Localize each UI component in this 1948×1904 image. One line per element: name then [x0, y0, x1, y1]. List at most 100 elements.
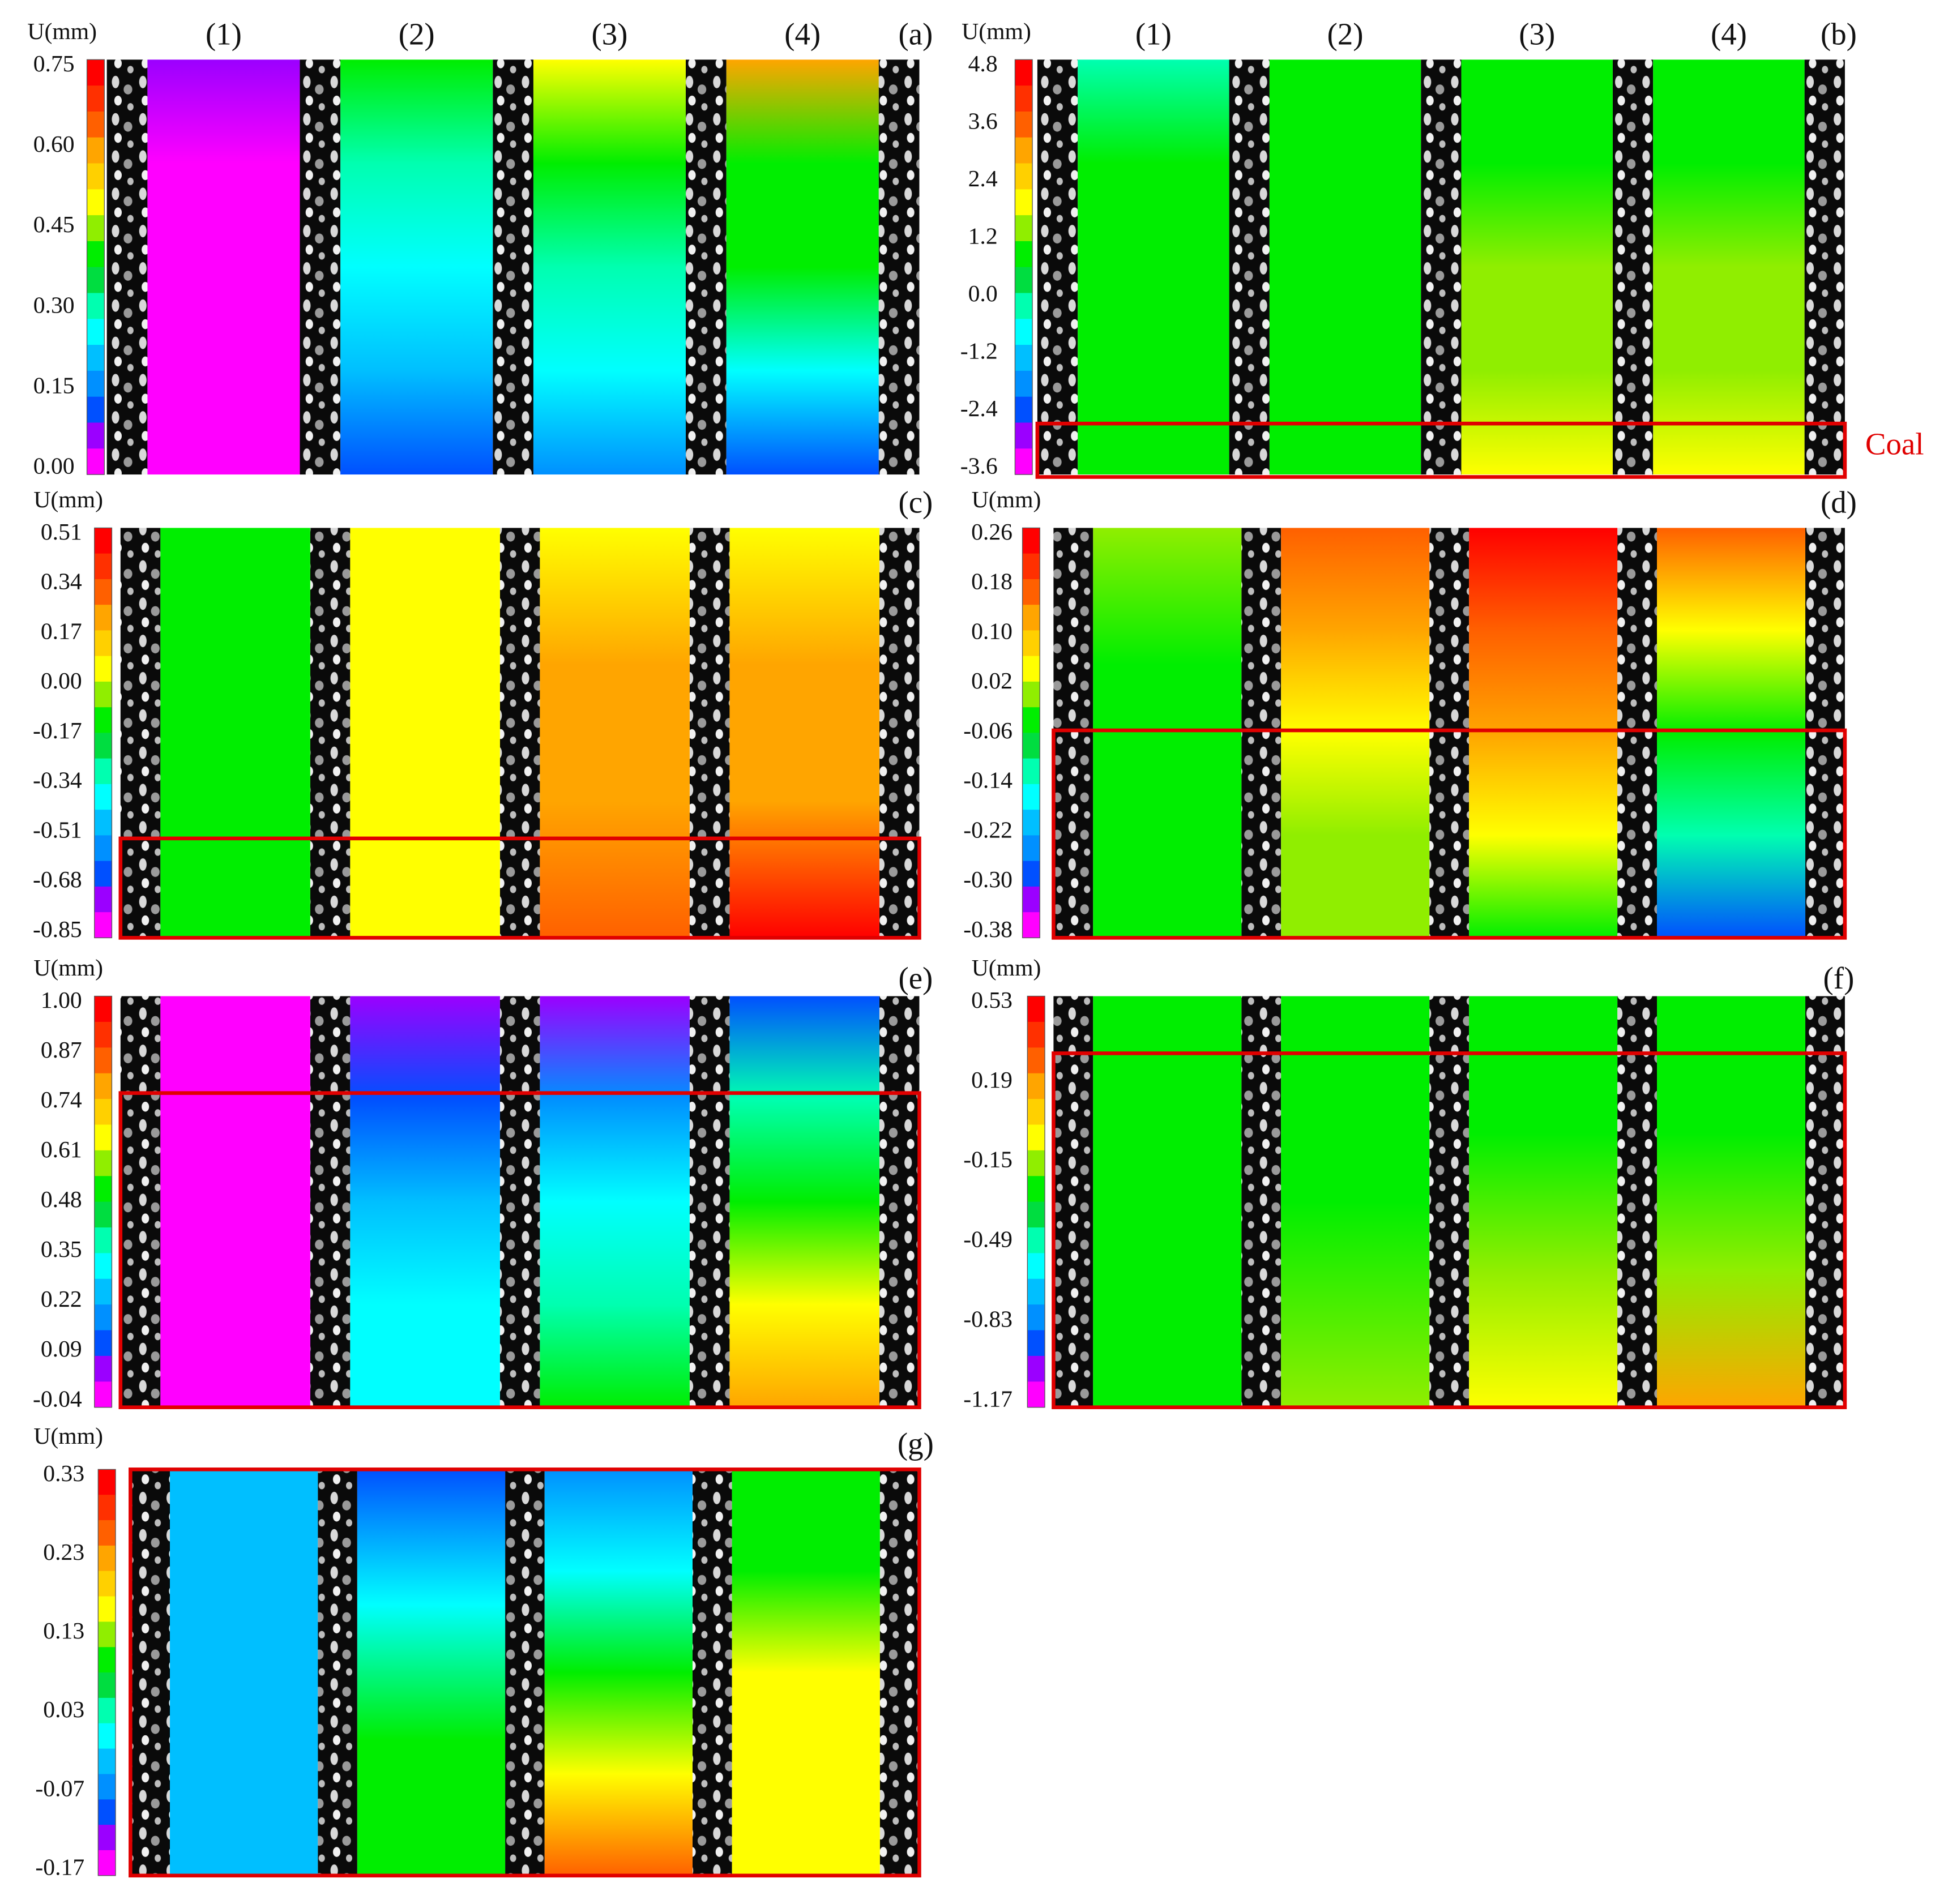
specimen-contour [726, 59, 879, 475]
colorbar-band [1027, 1278, 1045, 1305]
colorbar-tick-label: 2.4 [968, 166, 998, 192]
gravel-strip [685, 59, 727, 475]
gravel-strip [1617, 996, 1657, 1407]
colorbar-tick-label: -0.07 [35, 1775, 84, 1802]
colorbar-tick-label: 0.03 [43, 1697, 84, 1723]
colorbar-band [1022, 528, 1040, 554]
colorbar-band [94, 886, 112, 913]
column-label: (1) [1135, 16, 1172, 51]
colorbar-band [1022, 579, 1040, 605]
colorbar-tick-label: -1.17 [963, 1386, 1013, 1412]
specimen-contour [350, 996, 500, 1407]
colorbar-frame [1027, 995, 1045, 1408]
colorbar-band [94, 707, 112, 734]
specimen-contour [1269, 59, 1421, 475]
colorbar-band [94, 758, 112, 785]
colorbar-tick-label: -0.68 [33, 867, 82, 893]
colorbar-band [1015, 163, 1033, 190]
gravel-strip [120, 996, 161, 1407]
colorbar-tick-label: -0.85 [33, 917, 82, 943]
colorbar-frame [1014, 59, 1033, 475]
colorbar-tick-label: 0.61 [41, 1137, 82, 1163]
specimen-contour [1461, 59, 1613, 475]
colorbar-band [94, 656, 112, 682]
colorbar-band [87, 396, 105, 423]
gravel-strip [879, 528, 920, 938]
gravel-strip [310, 996, 351, 1407]
gravel-strip [300, 59, 341, 475]
coal-zone-box [118, 836, 921, 940]
specimen-contour [170, 1469, 318, 1876]
gravel-strip [1037, 59, 1078, 475]
colorbar-band [1015, 422, 1033, 449]
colorbar-band [94, 1047, 112, 1074]
colorbar-band [1027, 1355, 1045, 1382]
colorbar-band [1027, 1176, 1045, 1203]
colorbar-band [1022, 707, 1040, 734]
specimen-contour [1093, 996, 1242, 1407]
colorbar-band [1027, 1099, 1045, 1126]
colorbar-band [94, 1355, 112, 1382]
colorbar-tick-label: 0.30 [33, 292, 75, 318]
specimen-contour [1281, 528, 1430, 938]
colorbar-band [98, 1571, 116, 1597]
colorbar-band [1015, 189, 1033, 216]
colorbar-band [94, 630, 112, 657]
colorbar-tick-label: -0.22 [963, 817, 1013, 843]
colorbar-band [1027, 1124, 1045, 1151]
colorbar-band [87, 370, 105, 397]
colorbar-tick-label: 0.45 [33, 212, 75, 238]
gravel-strip [692, 1469, 732, 1876]
specimen-contour [1657, 996, 1806, 1407]
colorbar-band [98, 1774, 116, 1800]
colorbar-frame [97, 1469, 116, 1876]
colorbar-band [98, 1520, 116, 1546]
colorbar-band [94, 1124, 112, 1151]
panel: 0.51 0.34 0.17 0.00 -0.17 -0.34 -0.51 -0.68 -0.8… [33, 485, 933, 943]
colorbar-tick-label: 0.13 [43, 1618, 84, 1644]
panel-label: (e) [898, 961, 933, 995]
colorbar-band [98, 1850, 116, 1876]
gravel-strip [1805, 996, 1845, 1407]
colorbar-band [98, 1545, 116, 1572]
colorbar-tick-label: 1.2 [968, 223, 998, 249]
colorbar-tick-label: 0.00 [33, 453, 75, 480]
colorbar-band [94, 681, 112, 708]
gravel-strip [499, 528, 540, 938]
colorbar-tick-label: 0.75 [33, 51, 75, 77]
colorbar-band [94, 553, 112, 580]
colorbar-band [87, 448, 105, 475]
specimen-contour [1093, 528, 1242, 938]
colorbar-band [87, 319, 105, 345]
colorbar-tick-label: 0.34 [41, 569, 82, 595]
colorbar-tick-label: 0.33 [43, 1461, 84, 1487]
gravel-strip [1229, 59, 1270, 475]
panel-label: (f) [1823, 961, 1855, 995]
colorbar-tick-label: -0.34 [33, 768, 82, 794]
gravel-strip [130, 1469, 170, 1876]
specimen-contour [729, 996, 879, 1407]
specimen-contour [1078, 59, 1229, 475]
specimen-contour [729, 528, 879, 938]
colorbar-tick-label: 1.00 [41, 987, 82, 1013]
colorbar-band [1027, 1253, 1045, 1280]
gravel-strip [1804, 59, 1845, 475]
colorbar-band [87, 345, 105, 371]
colorbar-tick-label: 0.48 [41, 1187, 82, 1213]
colorbar-band [87, 241, 105, 268]
colorbar-band [94, 1278, 112, 1305]
gravel-strip [310, 528, 351, 938]
colorbar-band [1015, 267, 1033, 294]
colorbar-band [1022, 784, 1040, 810]
specimen-contour [540, 996, 690, 1407]
colorbar-tick-label: -2.4 [960, 396, 998, 422]
colorbar-tick-label: -0.30 [963, 867, 1013, 893]
colorbar-band [1027, 1150, 1045, 1176]
colorbar-band [94, 1073, 112, 1099]
colorbar-band [1027, 1330, 1045, 1357]
colorbar-band [1022, 733, 1040, 759]
colorbar-tick-label: -0.83 [963, 1306, 1013, 1332]
colorbar-tick-label: 0.09 [41, 1336, 82, 1362]
colorbar-tick-label: 0.0 [968, 281, 998, 307]
